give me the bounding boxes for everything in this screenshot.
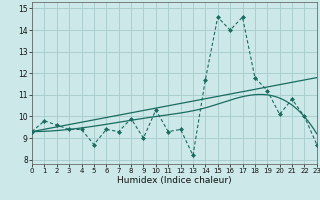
X-axis label: Humidex (Indice chaleur): Humidex (Indice chaleur)	[117, 176, 232, 185]
